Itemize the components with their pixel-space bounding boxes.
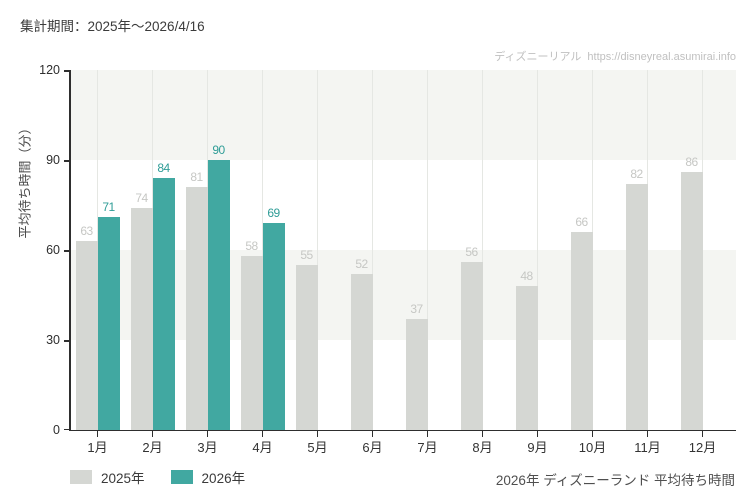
watermark: ディズニーリアル https://disneyreal.asumirai.info [494,48,736,64]
bar-value-label-2025年-3月: 81 [190,170,203,184]
bar-2026年-2月 [152,178,175,430]
bar-2026年-3月 [207,160,230,430]
x-axis-label-12月: 12月 [688,440,717,455]
x-tick-mark [206,431,209,437]
vertical-gridline [482,70,483,430]
x-axis-label-11月: 11月 [634,440,661,455]
x-axis-label-10月: 10月 [578,440,607,455]
report-period-title: 集計期間：2025年～2026/4/16 [20,19,205,34]
bar-2025年-2月 [130,208,153,430]
x-tick-mark [591,431,594,437]
bar-value-label-2025年-5月: 55 [300,248,313,262]
vertical-gridline [592,70,593,430]
bar-value-label-2025年-1月: 63 [80,224,93,238]
y-tick-mark [64,340,70,342]
bar-2025年-8月 [460,262,483,430]
watermark-site-name: ディズニーリアル [494,51,582,63]
x-tick-mark [536,431,539,437]
bar-2025年-12月 [680,172,703,430]
bar-2025年-11月 [625,184,648,430]
vertical-gridline [702,70,703,430]
x-axis-label-7月: 7月 [417,440,438,455]
x-tick-mark [96,431,99,437]
x-tick-mark [371,431,374,437]
plot-background-band [70,70,736,160]
bar-2025年-3月 [185,187,208,430]
vertical-gridline [372,70,373,430]
x-tick-mark [426,431,429,437]
vertical-gridline [537,70,538,430]
x-tick-mark [316,431,319,437]
x-axis-label-6月: 6月 [362,440,383,455]
bar-2025年-9月 [515,286,538,430]
vertical-gridline [427,70,428,430]
legend-label-2026: 2026年 [201,471,246,486]
legend-label-2025: 2025年 [101,471,145,486]
vertical-gridline [647,70,648,430]
chart-caption: 2026年 ディズニーランド 平均待ち時間 [495,473,735,488]
y-tick-label-120: 120 [39,63,60,77]
x-tick-mark [261,431,264,437]
y-tick-mark [64,70,70,72]
vertical-gridline [317,70,318,430]
legend-item-2025: 2025年 [70,467,145,487]
x-axis-label-4月: 4月 [252,440,273,455]
bar-chart-plot-area: 63 71 74 84 81 90 58 69 55 52 37 56 48 66 82 86 0 30 60 90 1… [39,63,736,437]
x-axis-label-1月: 1月 [87,440,108,455]
bar-2025年-1月 [75,241,98,430]
bar-value-label-2025年-8月: 56 [465,245,478,259]
bar-2025年-6月 [350,274,373,430]
bar-2025年-4月 [240,256,263,430]
legend-item-2026: 2026年 [170,467,246,487]
bar-value-label-2025年-7月: 37 [410,302,423,316]
bar-2025年-10月 [570,232,593,430]
bar-2026年-1月 [97,217,120,430]
x-tick-mark [701,431,704,437]
x-tick-mark [646,431,649,437]
y-tick-label-90: 90 [46,153,60,167]
bar-value-label-2025年-2月: 74 [135,191,148,205]
plot-background-band [70,250,736,340]
y-axis-spine [69,70,71,430]
bar-value-label-2025年-11月: 82 [630,167,643,181]
x-tick-mark [481,431,484,437]
legend-swatch-2026 [170,470,193,484]
bar-value-label-2026年-3月: 90 [212,143,225,157]
bar-value-label-2025年-10月: 66 [575,215,588,229]
legend-swatch-2025 [70,470,92,484]
y-tick-label-0: 0 [53,423,60,437]
watermark-url: https://disneyreal.asumirai.info [587,51,736,63]
x-tick-mark [151,431,154,437]
y-tick-label-60: 60 [46,243,60,257]
bar-value-label-2026年-2月: 84 [157,161,170,175]
y-axis-title: 平均待ち時間（分） [17,121,33,239]
x-axis-label-8月: 8月 [472,440,493,455]
x-axis-label-9月: 9月 [527,440,548,455]
bar-2025年-7月 [405,319,428,430]
x-axis-label-5月: 5月 [307,440,328,455]
bar-value-label-2025年-12月: 86 [685,155,698,169]
bar-value-label-2025年-4月: 58 [245,239,258,253]
x-axis-spine [69,429,736,431]
y-tick-mark [64,428,70,430]
bar-value-label-2025年-9月: 48 [520,269,533,283]
bar-2025年-5月 [295,265,318,430]
x-axis-label-3月: 3月 [197,440,218,455]
x-axis-label-2月: 2月 [142,440,163,455]
bar-value-label-2026年-1月: 71 [102,200,115,214]
bar-2026年-4月 [262,223,285,430]
y-tick-label-30: 30 [46,333,60,347]
y-tick-mark [64,160,70,162]
bar-value-label-2025年-6月: 52 [355,257,368,271]
y-tick-mark [64,250,70,252]
bar-value-label-2026年-4月: 69 [267,206,280,220]
chart-legend: 2025年 2026年 [70,467,245,487]
